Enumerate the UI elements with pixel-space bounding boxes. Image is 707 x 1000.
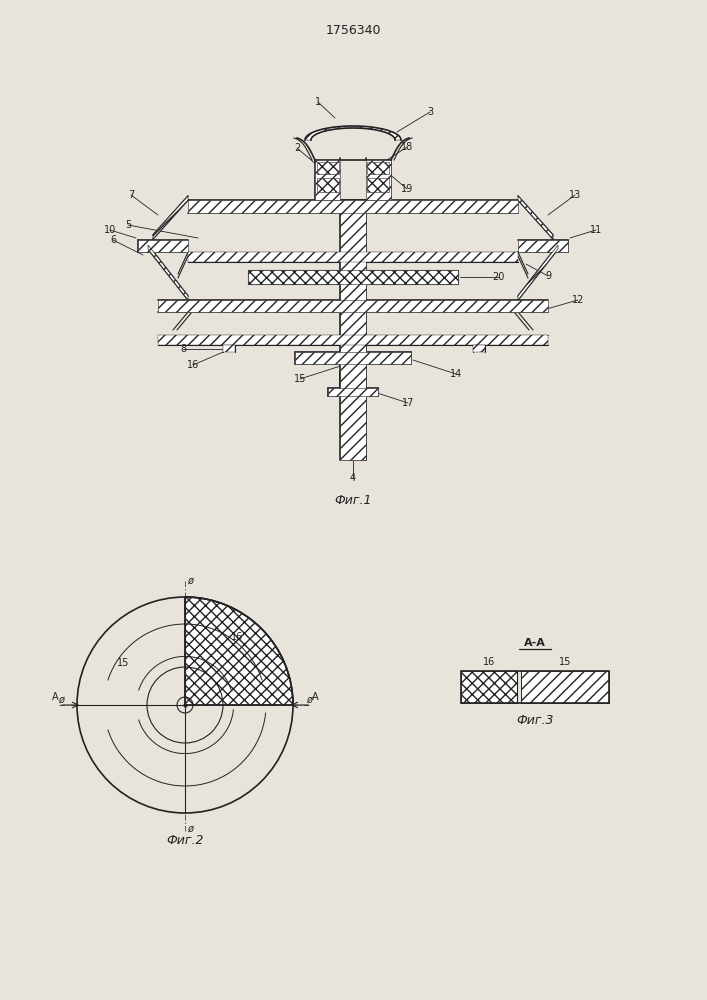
Bar — [317, 162, 339, 174]
Text: 15: 15 — [559, 657, 571, 667]
Text: 15: 15 — [294, 374, 306, 384]
Bar — [367, 178, 389, 192]
Bar — [473, 345, 485, 352]
Text: 11: 11 — [590, 225, 602, 235]
Bar — [317, 178, 339, 192]
Bar — [461, 671, 609, 703]
Text: ø: ø — [306, 695, 312, 705]
Text: 20: 20 — [492, 272, 504, 282]
Bar — [328, 388, 378, 396]
Text: 5: 5 — [125, 220, 131, 230]
Polygon shape — [360, 126, 401, 140]
Text: 16: 16 — [187, 360, 199, 370]
Text: 18: 18 — [401, 142, 413, 152]
Polygon shape — [305, 126, 346, 140]
Bar — [295, 352, 411, 364]
Bar — [521, 671, 609, 703]
Bar — [158, 335, 548, 345]
Text: 3: 3 — [427, 107, 433, 117]
Text: 13: 13 — [569, 190, 581, 200]
Bar — [367, 162, 389, 174]
Text: A: A — [312, 692, 318, 702]
Text: 6: 6 — [110, 235, 116, 245]
Text: ø: ø — [187, 824, 193, 834]
Text: 8: 8 — [180, 344, 186, 354]
Polygon shape — [518, 196, 553, 239]
Text: ø: ø — [187, 576, 193, 586]
Text: 16: 16 — [483, 657, 495, 667]
Text: 16: 16 — [231, 632, 243, 642]
Polygon shape — [185, 597, 293, 705]
Text: 7: 7 — [128, 190, 134, 200]
Text: 2: 2 — [294, 143, 300, 153]
Text: Фиг.3: Фиг.3 — [516, 714, 554, 728]
Bar — [158, 300, 548, 312]
Bar — [518, 240, 568, 252]
Text: 1756340: 1756340 — [325, 23, 381, 36]
Text: 1: 1 — [315, 97, 321, 107]
Text: 14: 14 — [450, 369, 462, 379]
Text: 9: 9 — [545, 271, 551, 281]
Bar — [188, 252, 518, 262]
Text: 4: 4 — [350, 473, 356, 483]
Polygon shape — [148, 245, 188, 300]
Text: 12: 12 — [572, 295, 584, 305]
Text: 10: 10 — [104, 225, 116, 235]
Text: 19: 19 — [401, 184, 413, 194]
Bar — [188, 200, 518, 213]
Bar — [223, 345, 235, 352]
Bar — [315, 160, 340, 200]
Bar — [340, 200, 366, 460]
Text: Фиг.2: Фиг.2 — [166, 834, 204, 848]
Text: Фиг.1: Фиг.1 — [334, 493, 372, 506]
Bar — [248, 270, 458, 284]
Text: 17: 17 — [402, 398, 414, 408]
Text: 15: 15 — [117, 658, 129, 668]
Bar — [366, 160, 391, 200]
Polygon shape — [153, 196, 188, 239]
Bar — [138, 240, 188, 252]
Bar — [461, 671, 517, 703]
Text: A-A: A-A — [524, 638, 546, 648]
Text: ø: ø — [58, 695, 64, 705]
Text: A: A — [52, 692, 58, 702]
Polygon shape — [518, 245, 558, 300]
